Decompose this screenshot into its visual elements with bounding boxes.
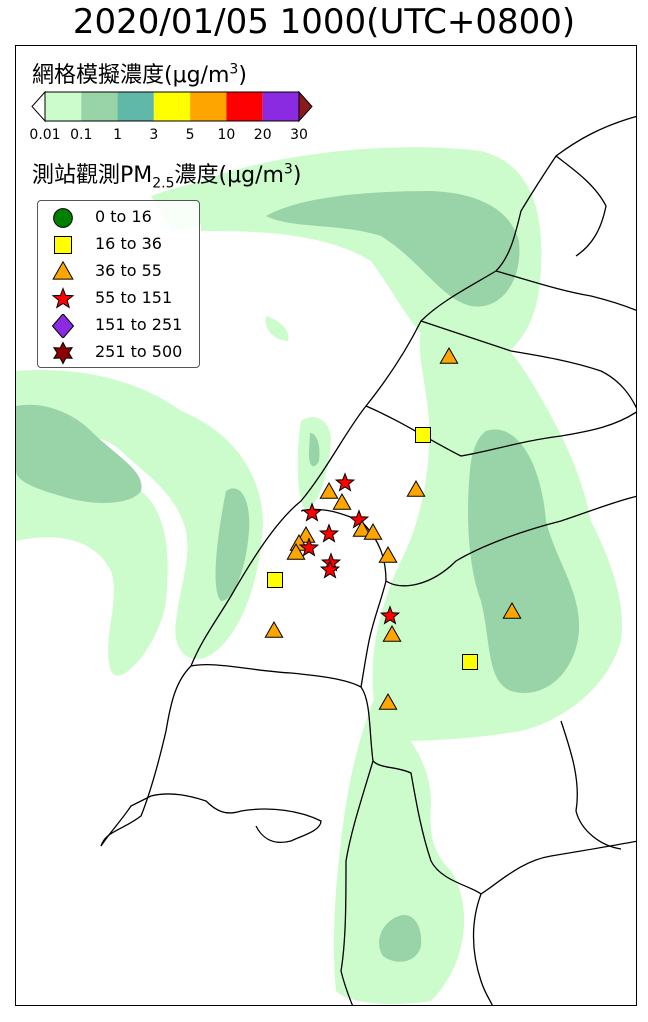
legend-item: 151 to 251 <box>38 311 201 338</box>
colorbar-tick-label: 3 <box>149 127 159 143</box>
legend-marker-square <box>54 236 72 254</box>
colorbar-segment <box>153 92 191 121</box>
station-marker <box>301 502 323 522</box>
colorbar-heading-close: ) <box>238 63 247 88</box>
station-marker <box>352 519 372 537</box>
station-marker <box>378 545 398 563</box>
station-marker <box>319 559 341 579</box>
station-marker <box>439 346 459 364</box>
legend-label: 16 to 36 <box>95 234 162 253</box>
legend-marker-diamond <box>51 314 75 338</box>
colorbar-tick-label: 5 <box>185 127 195 143</box>
station-marker <box>462 654 478 670</box>
station-marker <box>298 537 320 557</box>
station-marker <box>378 692 398 710</box>
legend-item: 36 to 55 <box>38 257 201 284</box>
stations-heading-close: ) <box>292 163 302 188</box>
colorbar-heading: 網格模擬濃度(μg/m3) <box>32 57 247 89</box>
station-marker <box>415 427 431 443</box>
legend-marker-circle <box>53 208 73 228</box>
colorbar-tick-label: 1 <box>113 127 123 143</box>
station-marker <box>332 492 352 510</box>
colorbar-tick-label: 0.01 <box>29 127 61 143</box>
station-marker <box>382 624 402 642</box>
legend-item: 251 to 500 <box>38 338 201 365</box>
boundary-lines <box>100 115 636 1005</box>
stations-heading-main: 測站觀測PM <box>32 163 153 188</box>
colorbar-heading-main: 網格模擬濃度( <box>32 63 173 88</box>
stations-heading-exp: 3 <box>283 161 293 178</box>
colorbar-segment <box>45 92 82 121</box>
legend-marker-star6 <box>52 341 74 365</box>
colorbar-tick-label: 30 <box>290 127 308 143</box>
station-legend: 0 to 16 16 to 36 36 to 55 55 to 151 151 to 2… <box>37 200 200 368</box>
legend-item: 55 to 151 <box>38 284 201 311</box>
stations-heading-mid: 濃度( <box>174 163 228 188</box>
legend-marker-triangle <box>52 260 74 280</box>
legend-item: 0 to 16 <box>38 203 201 230</box>
colorbar-heading-unit: μg/m <box>172 63 230 88</box>
station-marker <box>502 601 522 619</box>
station-markers <box>264 346 522 710</box>
station-marker <box>334 472 356 492</box>
station-marker <box>379 605 401 625</box>
station-marker <box>348 509 370 529</box>
station-marker <box>286 542 306 560</box>
legend-label: 0 to 16 <box>95 207 152 226</box>
legend-label: 251 to 500 <box>95 342 183 361</box>
map-title: 2020/01/05 1000(UTC+0800) <box>72 2 576 42</box>
stations-heading-unit: μg/m <box>227 163 284 188</box>
colorbar-heading-exp: 3 <box>229 61 239 78</box>
colorbar-segment <box>81 92 118 121</box>
map-canvas <box>16 115 636 1005</box>
legend-item: 16 to 36 <box>38 230 201 257</box>
station-marker <box>267 572 283 588</box>
colorbar-under-arrow <box>31 90 46 123</box>
colorbar <box>31 90 313 123</box>
map-panel <box>15 45 637 1006</box>
colorbar-tick-label: 0.1 <box>70 127 93 143</box>
concentration-band-mid <box>16 191 580 962</box>
legend-label: 151 to 251 <box>95 315 183 334</box>
colorbar-segment <box>226 92 263 121</box>
legend-label: 55 to 151 <box>95 288 173 307</box>
station-marker <box>296 525 316 543</box>
colorbar-segment <box>190 92 227 121</box>
station-marker <box>319 481 339 499</box>
stations-heading-sub: 2.5 <box>152 175 175 192</box>
legend-marker-star <box>51 287 75 309</box>
station-marker <box>363 522 383 540</box>
stations-heading: 測站觀測PM2.5濃度(μg/m3) <box>32 157 302 192</box>
colorbar-tick-label: 10 <box>217 127 236 143</box>
colorbar-segment <box>262 92 299 121</box>
station-marker <box>406 479 426 497</box>
station-marker <box>264 620 284 638</box>
legend-label: 36 to 55 <box>95 261 162 280</box>
colorbar-over-arrow <box>298 90 313 123</box>
colorbar-tick-label: 20 <box>253 127 272 143</box>
colorbar-segment <box>117 92 154 121</box>
station-marker <box>318 523 340 543</box>
